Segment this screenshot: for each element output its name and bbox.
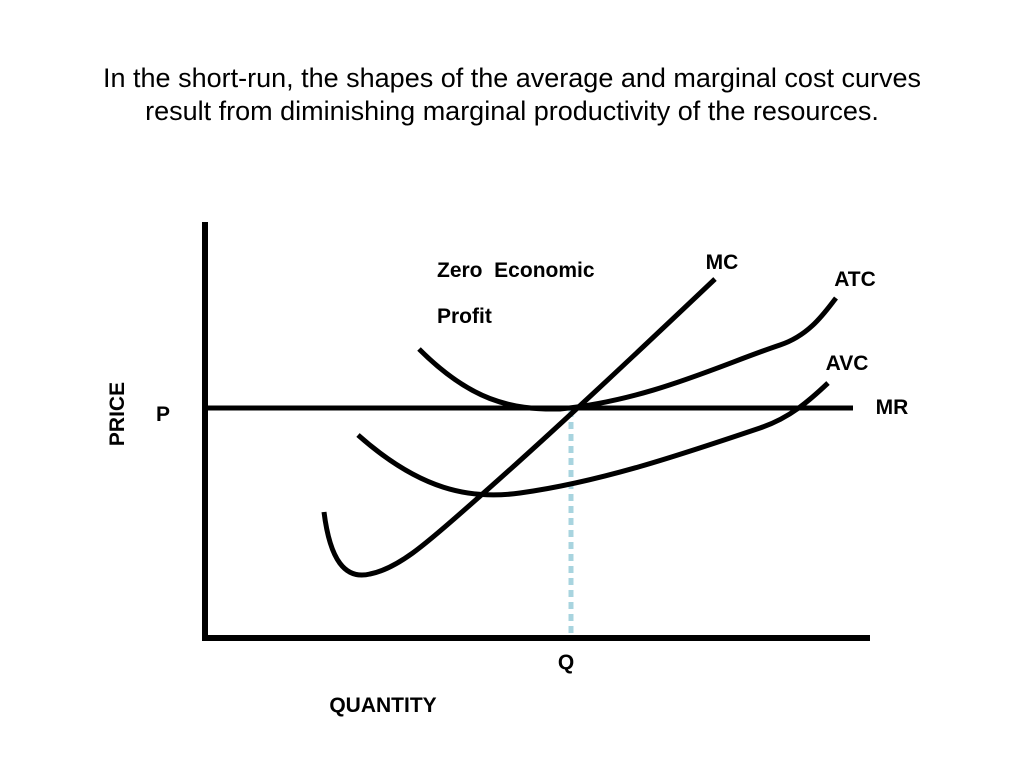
slide-title-line-2: result from diminishing marginal product… — [145, 96, 879, 126]
avc-label: AVC — [826, 352, 869, 375]
annotation-line-1: Zero Economic — [437, 259, 595, 282]
slide-title-line-1: In the short-run, the shapes of the aver… — [103, 63, 921, 93]
price-tick-label: P — [156, 403, 170, 426]
mr-label: MR — [876, 396, 909, 419]
atc-curve — [417, 296, 838, 412]
mc-label: MC — [706, 251, 739, 274]
quantity-tick-label: Q — [558, 651, 574, 674]
annotation-line-2: Profit — [437, 305, 492, 328]
y-axis-label: PRICE — [106, 382, 129, 446]
slide-title: In the short-run, the shapes of the aver… — [0, 62, 1024, 128]
x-axis-label: QUANTITY — [329, 694, 436, 717]
atc-label: ATC — [834, 268, 876, 291]
avc-curve — [356, 381, 830, 498]
mc-curve — [321, 277, 717, 578]
